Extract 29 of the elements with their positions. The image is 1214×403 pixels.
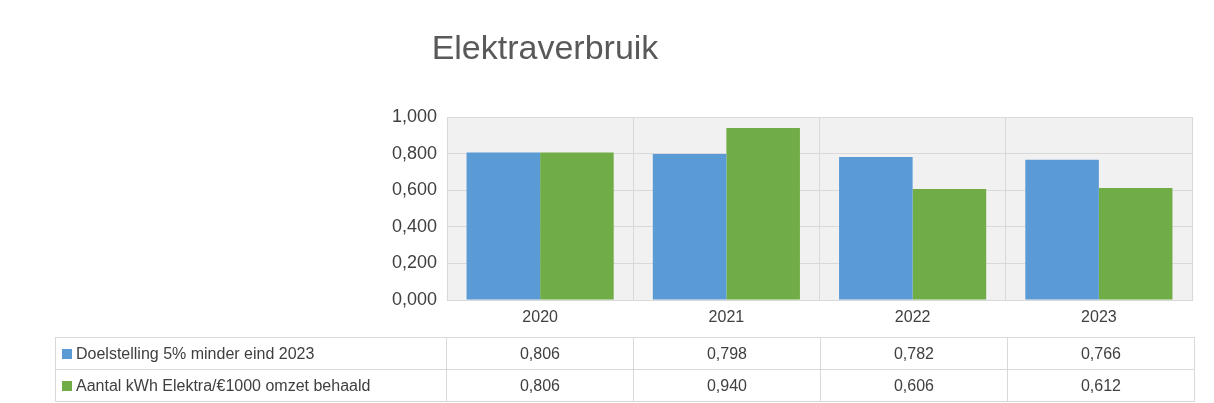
bar <box>912 189 987 300</box>
data-label: 0,940 <box>633 369 821 402</box>
legend-label: Aantal kWh Elektra/€1000 omzet behaald <box>55 369 447 402</box>
data-label: 0,612 <box>1007 369 1195 402</box>
bar <box>466 152 541 300</box>
bar <box>839 156 913 300</box>
data-label: 0,806 <box>446 337 634 370</box>
y-tick-label: 0,400 <box>391 215 437 236</box>
x-tick-label: 2021 <box>708 308 745 326</box>
y-tick-label: 0,000 <box>391 288 437 309</box>
y-tick-label: 0,800 <box>391 142 437 163</box>
y-tick-label: 1,000 <box>391 105 437 126</box>
legend-label: Doelstelling 5% minder eind 2023 <box>55 337 447 370</box>
data-label: 0,806 <box>446 369 634 402</box>
data-label: 0,798 <box>633 337 821 370</box>
data-label: 0,766 <box>1007 337 1195 370</box>
x-tick-label: 2020 <box>522 308 559 326</box>
bar <box>652 153 727 300</box>
bar <box>540 152 614 300</box>
y-tick-label: 0,200 <box>391 252 437 273</box>
chart-title: Elektraverbruik <box>431 28 660 67</box>
bar <box>726 127 800 300</box>
data-label: 0,606 <box>820 369 1008 402</box>
x-tick-label: 2023 <box>1081 308 1117 326</box>
y-tick-label: 0,600 <box>391 179 437 200</box>
x-tick-label: 2022 <box>894 308 931 326</box>
bar <box>1025 159 1099 300</box>
data-label: 0,782 <box>820 337 1008 370</box>
bar <box>1098 188 1173 300</box>
